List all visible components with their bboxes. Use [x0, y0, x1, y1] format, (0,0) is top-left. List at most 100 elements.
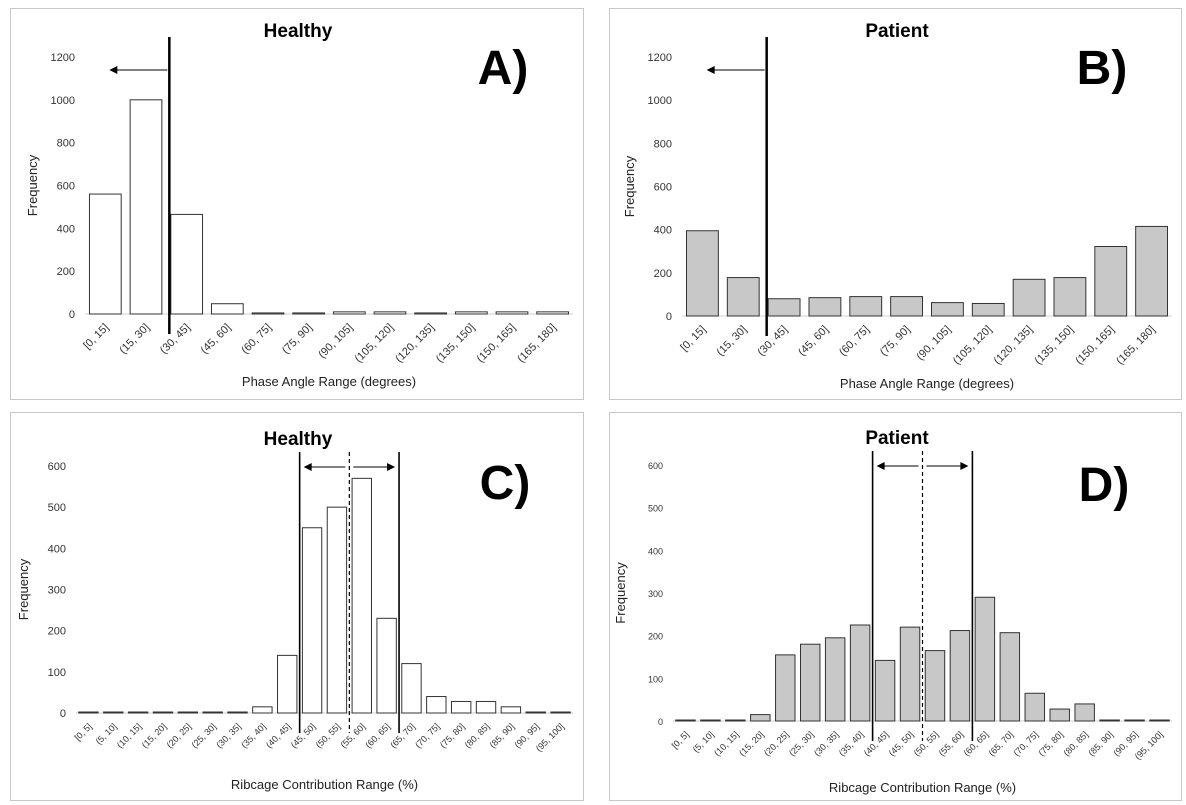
- bar: [550, 711, 571, 714]
- chart-panel-b: Patient B) Frequency Phase Angle Range (deg…: [609, 8, 1182, 400]
- chart-a-svg: Healthy A) Frequency Phase Angle Range (deg…: [25, 21, 573, 389]
- bar: [170, 213, 204, 315]
- bar: [808, 297, 842, 317]
- x-tick-label: (30, 45]: [755, 324, 790, 359]
- arrow-left-head: [706, 66, 715, 74]
- y-tick-label: 400: [57, 223, 75, 235]
- bar: [525, 711, 546, 714]
- y-tick-label: 1000: [51, 95, 75, 107]
- x-tick-label: (15, 20]: [140, 721, 169, 750]
- x-tick-label: (65, 70]: [388, 721, 417, 750]
- x-tick-label: (135, 150]: [434, 322, 478, 366]
- y-tick-label: 300: [48, 585, 66, 597]
- x-tick-label: (80, 85]: [463, 721, 492, 750]
- bar: [210, 303, 244, 315]
- bar: [127, 711, 149, 714]
- bar: [1024, 692, 1046, 722]
- x-tick-label: (85, 90]: [1086, 729, 1115, 758]
- y-axis-label: Frequency: [25, 154, 40, 216]
- bar: [824, 637, 846, 722]
- x-tick-label: (60, 75]: [239, 322, 274, 357]
- bar: [277, 654, 298, 714]
- y-tick-label: 800: [654, 138, 672, 150]
- bar: [899, 626, 921, 722]
- x-tick-label: (20, 25]: [165, 721, 194, 750]
- x-tick-label: (65, 70]: [987, 729, 1016, 758]
- y-tick-label: 200: [654, 268, 672, 280]
- bar: [326, 506, 348, 714]
- y-tick-label: 1000: [648, 95, 672, 107]
- bar: [373, 311, 407, 315]
- x-tick-label: [0, 5]: [670, 729, 691, 750]
- bar: [450, 700, 472, 714]
- x-tick-label: (105, 120]: [353, 322, 397, 366]
- x-tick-label: (75, 80]: [438, 721, 467, 750]
- x-tick-label: (70, 75]: [1012, 729, 1041, 758]
- chart-panel-d: Patient D) Frequency Ribcage Contribution R…: [609, 412, 1182, 801]
- panel-label: A): [478, 42, 529, 95]
- bar: [890, 296, 924, 317]
- x-tick-label: (120, 135]: [393, 322, 437, 366]
- bar: [426, 696, 447, 714]
- x-tick-label: (50, 55]: [314, 721, 343, 750]
- bar: [1074, 703, 1095, 722]
- bar: [414, 312, 448, 315]
- y-tick-label: 0: [60, 708, 66, 720]
- x-tick-label: (40, 45]: [862, 729, 891, 758]
- bar: [700, 719, 721, 722]
- bar: [849, 296, 883, 317]
- panel-label: C): [480, 457, 531, 510]
- bar: [1094, 246, 1128, 317]
- x-tick-label: (10, 15]: [712, 729, 741, 758]
- bar: [750, 714, 771, 722]
- bar: [971, 302, 1005, 317]
- y-tick-label: 200: [48, 626, 66, 638]
- bar: [930, 302, 964, 317]
- x-tick-label: (15, 30]: [117, 322, 152, 357]
- x-tick-label: (70, 75]: [413, 721, 442, 750]
- x-tick-label: (50, 55]: [912, 729, 941, 758]
- chart-panel-c: Healthy C) Frequency Ribcage Contribution R…: [10, 412, 584, 801]
- chart-title: Patient: [865, 428, 929, 449]
- y-tick-label: 1200: [51, 52, 75, 64]
- y-axis-label: Frequency: [16, 558, 31, 620]
- bar: [726, 277, 760, 317]
- x-tick-label: (60, 65]: [363, 721, 392, 750]
- y-tick-label: 200: [57, 266, 75, 278]
- bar: [675, 719, 696, 722]
- x-tick-label: (120, 135]: [992, 324, 1036, 368]
- bar: [849, 624, 871, 722]
- x-tick-label: [0, 15]: [81, 322, 111, 352]
- x-axis-label: Phase Angle Range (degrees): [242, 374, 416, 389]
- bar: [1149, 719, 1170, 722]
- bar: [227, 711, 248, 714]
- bar: [252, 706, 273, 714]
- x-tick-label: (15, 30]: [715, 324, 750, 359]
- x-tick-label: (30, 35]: [214, 721, 243, 750]
- y-tick-label: 300: [648, 589, 663, 599]
- y-tick-label: 400: [654, 225, 672, 237]
- x-tick-label: (30, 35]: [812, 729, 841, 758]
- x-tick-label: (90, 105]: [316, 322, 355, 361]
- bar: [301, 527, 323, 714]
- chart-d-svg: Patient D) Frequency Ribcage Contribution R…: [613, 428, 1172, 795]
- bar: [177, 711, 199, 714]
- bar: [152, 711, 174, 714]
- x-tick-label: [0, 15]: [678, 324, 708, 354]
- y-tick-label: 400: [48, 543, 66, 555]
- x-tick-label: (90, 105]: [914, 324, 953, 363]
- bar: [332, 311, 366, 315]
- bar: [202, 711, 223, 714]
- bar: [725, 719, 746, 722]
- x-axis-label: Ribcage Contribution Range (%): [829, 780, 1016, 795]
- bar: [1135, 225, 1169, 317]
- x-tick-label: (165, 180]: [515, 322, 559, 366]
- panel-label: D): [1079, 459, 1130, 512]
- bar: [475, 700, 497, 714]
- y-tick-label: 600: [57, 181, 75, 193]
- y-tick-label: 600: [48, 461, 66, 473]
- x-tick-label: (35, 40]: [239, 721, 268, 750]
- x-tick-label: (75, 90]: [280, 322, 315, 357]
- bar: [129, 99, 163, 315]
- y-tick-label: 0: [69, 309, 75, 321]
